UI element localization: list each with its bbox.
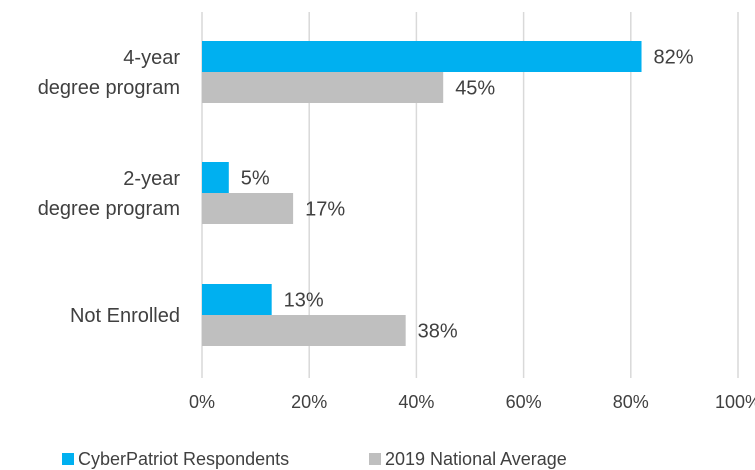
x-tick-label: 20% bbox=[291, 392, 327, 412]
data-label: 45% bbox=[455, 78, 495, 100]
bar bbox=[202, 284, 272, 315]
x-tick-label: 80% bbox=[613, 392, 649, 412]
bars bbox=[202, 41, 642, 346]
x-tick-label: 40% bbox=[398, 392, 434, 412]
bar bbox=[202, 162, 229, 193]
legend: CyberPatriot Respondents 2019 National Av… bbox=[62, 449, 567, 469]
data-label: 82% bbox=[654, 47, 694, 69]
category-label: Not Enrolled bbox=[70, 305, 180, 327]
data-label: 38% bbox=[418, 321, 458, 343]
bar bbox=[202, 193, 294, 224]
x-axis-tick-labels: 0% 20% 40% 60% 80% 100% bbox=[189, 392, 755, 412]
x-tick-label: 100% bbox=[715, 392, 755, 412]
category-label: 2-year degree program bbox=[38, 168, 181, 220]
legend-swatch bbox=[62, 453, 74, 465]
data-label: 13% bbox=[284, 290, 324, 312]
data-label: 5% bbox=[241, 168, 270, 190]
bar bbox=[202, 315, 406, 346]
bar bbox=[202, 41, 642, 72]
legend-label: 2019 National Average bbox=[385, 449, 567, 469]
category-labels: 4-year degree program 2-year degree program… bbox=[38, 47, 181, 327]
category-label: 4-year degree program bbox=[38, 47, 181, 99]
x-tick-label: 0% bbox=[189, 392, 215, 412]
x-tick-label: 60% bbox=[506, 392, 542, 412]
data-label: 17% bbox=[305, 199, 345, 221]
legend-swatch bbox=[369, 453, 381, 465]
bar bbox=[202, 72, 444, 103]
data-labels: 82% 45% 5% 17% 13% 38% bbox=[241, 47, 694, 343]
legend-label: CyberPatriot Respondents bbox=[78, 449, 289, 469]
